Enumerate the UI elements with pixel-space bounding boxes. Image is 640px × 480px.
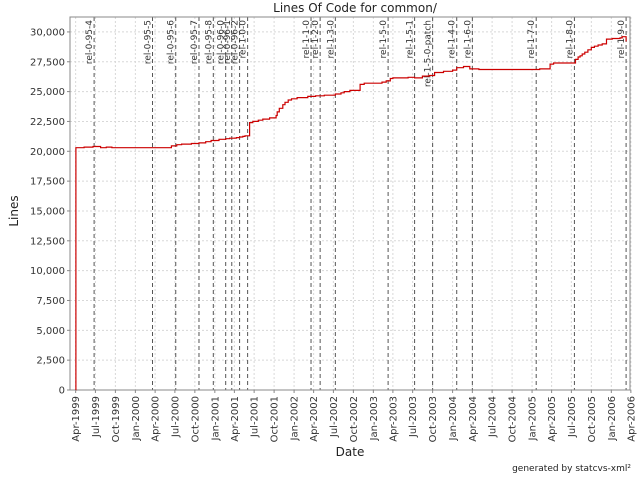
x-tick-label: Jul-2001: [250, 396, 261, 438]
x-axis-title: Date: [336, 445, 365, 459]
release-marker-label: rel-0-96-1: [223, 20, 233, 64]
x-tick-label: Apr-2000: [151, 396, 162, 442]
grid: [70, 17, 632, 391]
release-markers: rel-0-95-4 rel-0-95-5 rel-0-95-6 rel-0-95-7…: [85, 17, 627, 390]
y-tick-label: 30,000: [30, 27, 65, 38]
release-marker-label: rel-0-95-8: [204, 20, 214, 64]
y-tick-label: 25,000: [30, 87, 65, 98]
x-tick-label: Oct-2005: [587, 396, 598, 442]
x-tick-label: Jan-2002: [290, 396, 301, 441]
x-tick-label: Apr-1999: [71, 396, 82, 442]
release-marker-label: rel-0-95-7: [190, 20, 200, 64]
x-tick-label: Apr-2003: [388, 396, 399, 442]
y-tick-label: 7,500: [36, 296, 65, 307]
x-tick-label: Jan-2001: [210, 396, 221, 441]
x-tick-label: Jan-2004: [448, 396, 459, 441]
release-marker-label: rel-1-9-0: [617, 20, 627, 59]
y-tick-label: 15,000: [30, 206, 65, 217]
x-tick-label: Jul-1999: [91, 396, 102, 438]
release-marker-label: rel-1-5-0: [379, 20, 389, 59]
release-marker-label: rel-1-1-0: [302, 20, 312, 59]
x-tick-label: Oct-2002: [349, 396, 360, 442]
x-tick-label: Jul-2003: [408, 396, 419, 438]
release-marker-label: rel-1-4-0: [448, 20, 458, 59]
release-marker-label: rel-1-5-1: [406, 20, 416, 58]
plot-frame: [69, 16, 631, 391]
release-marker-label: rel-1-5-0-patch: [424, 20, 434, 87]
x-tick-label: Oct-2000: [190, 396, 201, 442]
x-tick-label: Oct-2003: [428, 396, 439, 442]
x-tick-label: Jan-2000: [131, 396, 142, 441]
release-marker-label: rel-1-2-0: [311, 20, 321, 59]
x-tick-label: Jul-2005: [567, 396, 578, 438]
y-tick-label: 22,500: [30, 117, 65, 128]
release-marker-label: rel-0-95-5: [144, 20, 154, 64]
x-tick-label: Jan-2003: [369, 396, 380, 441]
x-tick-label: Apr-2002: [309, 396, 320, 442]
y-tick-label: 0: [59, 386, 65, 397]
release-marker-label: rel-1-0-0: [239, 20, 249, 59]
release-marker-label: rel-0-95-6: [167, 20, 177, 64]
x-axis: Apr-1999 Jul-1999 Oct-1999 Jan-2000 Apr-2000…: [71, 390, 637, 442]
x-tick-label: Oct-2001: [270, 396, 281, 442]
x-tick-label: Jan-2006: [607, 396, 618, 441]
x-tick-label: Oct-2004: [508, 396, 519, 442]
y-tick-label: 27,500: [30, 57, 65, 68]
release-marker-label: rel-0-96-0: [217, 20, 227, 64]
chart-title: Lines Of Code for common/: [273, 1, 438, 15]
y-tick-label: 12,500: [30, 236, 65, 247]
release-marker-label: rel-0-96-2: [231, 20, 241, 64]
loc-series-line: [75, 36, 627, 391]
release-marker-label: rel-1-7-0: [527, 20, 537, 59]
y-tick-label: 2,500: [36, 356, 65, 367]
series: [75, 36, 627, 391]
y-axis: 0 2,500 5,000 7,500 10,000 12,500 15,000 17,500…: [30, 27, 70, 397]
y-tick-label: 5,000: [36, 326, 65, 337]
credit-text: generated by statcvs-xml²: [512, 464, 631, 474]
x-tick-label: Apr-2005: [547, 396, 558, 442]
release-marker-label: rel-1-3-0: [326, 20, 336, 59]
x-tick-label: Apr-2006: [626, 396, 637, 442]
x-tick-label: Oct-1999: [111, 396, 122, 442]
x-tick-label: Jul-2002: [329, 396, 340, 438]
release-marker-label: rel-0-95-4: [85, 20, 95, 64]
y-tick-label: 20,000: [30, 147, 65, 158]
y-tick-label: 10,000: [30, 266, 65, 277]
x-tick-label: Apr-2004: [468, 396, 479, 442]
x-tick-label: Jul-2000: [170, 396, 181, 438]
release-marker-label: rel-1-6-0: [463, 20, 473, 59]
y-axis-title: Lines: [7, 195, 21, 226]
release-marker-label: rel-1-8-0: [565, 20, 575, 59]
y-tick-label: 17,500: [30, 177, 65, 188]
x-tick-label: Jul-2004: [488, 396, 499, 438]
x-tick-label: Apr-2001: [230, 396, 241, 442]
x-tick-label: Jan-2005: [528, 396, 539, 441]
